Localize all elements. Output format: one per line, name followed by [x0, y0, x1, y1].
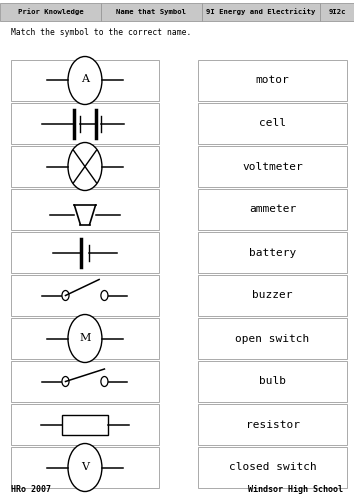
FancyBboxPatch shape — [198, 361, 347, 402]
FancyBboxPatch shape — [198, 275, 347, 316]
Text: HRo 2007: HRo 2007 — [11, 484, 51, 494]
FancyBboxPatch shape — [198, 146, 347, 187]
Text: open switch: open switch — [235, 334, 310, 344]
Text: M: M — [79, 332, 91, 342]
FancyBboxPatch shape — [198, 404, 347, 445]
Text: buzzer: buzzer — [252, 290, 293, 300]
Circle shape — [68, 444, 102, 492]
Circle shape — [101, 376, 108, 386]
Text: battery: battery — [249, 248, 296, 258]
FancyBboxPatch shape — [11, 146, 159, 187]
Text: Name that Symbol: Name that Symbol — [116, 9, 186, 15]
FancyBboxPatch shape — [11, 318, 159, 359]
Text: ammeter: ammeter — [249, 204, 296, 214]
FancyBboxPatch shape — [320, 3, 354, 21]
FancyBboxPatch shape — [198, 60, 347, 101]
Text: 9I Energy and Electricity: 9I Energy and Electricity — [206, 8, 316, 16]
FancyBboxPatch shape — [11, 232, 159, 273]
FancyBboxPatch shape — [11, 275, 159, 316]
FancyBboxPatch shape — [11, 361, 159, 402]
Text: A: A — [81, 74, 89, 85]
FancyBboxPatch shape — [198, 447, 347, 488]
FancyBboxPatch shape — [11, 60, 159, 101]
Text: resistor: resistor — [246, 420, 299, 430]
Circle shape — [101, 290, 108, 300]
Text: Windsor High School: Windsor High School — [249, 484, 343, 494]
Circle shape — [62, 290, 69, 300]
Bar — [62, 414, 108, 434]
FancyBboxPatch shape — [198, 318, 347, 359]
Circle shape — [68, 56, 102, 104]
Text: cell: cell — [259, 118, 286, 128]
FancyBboxPatch shape — [198, 103, 347, 144]
FancyBboxPatch shape — [11, 103, 159, 144]
FancyBboxPatch shape — [11, 189, 159, 230]
Text: 9I2c: 9I2c — [329, 9, 346, 15]
FancyBboxPatch shape — [0, 3, 101, 21]
FancyBboxPatch shape — [198, 232, 347, 273]
Circle shape — [68, 314, 102, 362]
Text: bulb: bulb — [259, 376, 286, 386]
FancyBboxPatch shape — [11, 404, 159, 445]
FancyBboxPatch shape — [198, 189, 347, 230]
FancyBboxPatch shape — [11, 447, 159, 488]
Text: Match the symbol to the correct name.: Match the symbol to the correct name. — [11, 28, 191, 37]
Text: motor: motor — [256, 76, 290, 86]
Text: voltmeter: voltmeter — [242, 162, 303, 172]
Text: V: V — [81, 462, 89, 471]
FancyBboxPatch shape — [202, 3, 320, 21]
FancyBboxPatch shape — [101, 3, 202, 21]
Circle shape — [62, 376, 69, 386]
Text: closed switch: closed switch — [229, 462, 316, 472]
Text: Prior Knowledge: Prior Knowledge — [18, 8, 83, 16]
Circle shape — [68, 142, 102, 190]
